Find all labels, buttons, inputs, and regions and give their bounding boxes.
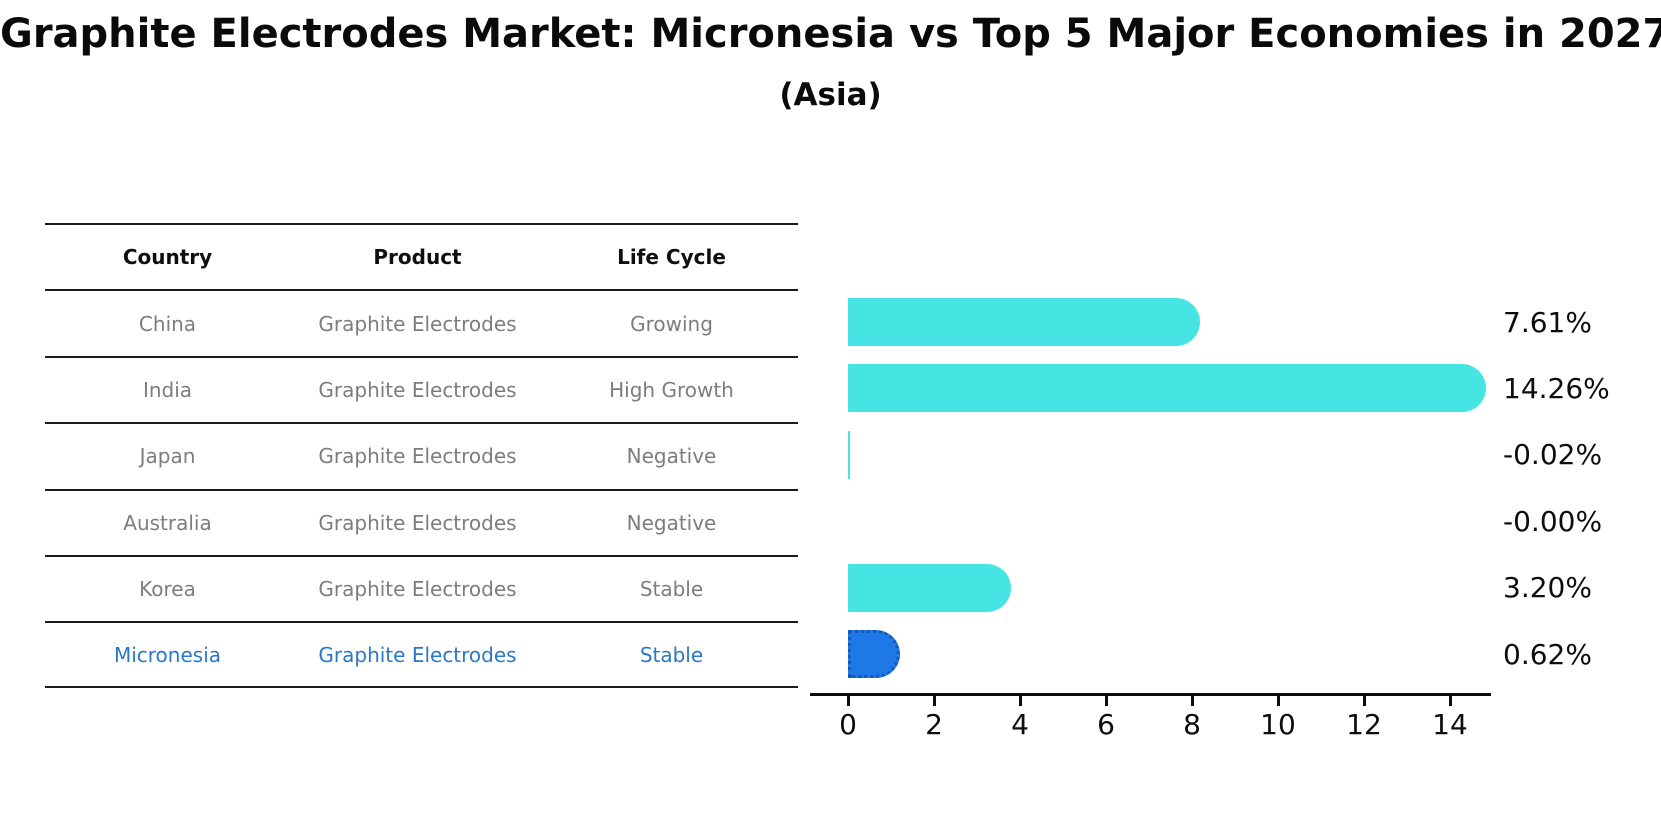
cell-country: Japan xyxy=(139,444,196,469)
tick-mark xyxy=(932,696,936,706)
cell-country: Korea xyxy=(139,577,196,602)
tick-mark xyxy=(1104,696,1108,706)
cell-life-cycle: Stable xyxy=(639,577,704,602)
bar-row-korea xyxy=(848,555,1548,621)
tick-label: 6 xyxy=(1097,708,1115,741)
x-axis-line xyxy=(810,693,1491,696)
table-row-micronesia: Micronesia Graphite Electrodes Stable xyxy=(45,621,798,688)
bar-row-japan xyxy=(848,422,1548,488)
bar-row-india xyxy=(848,355,1548,421)
tick-label: 4 xyxy=(1011,708,1029,741)
tick-label: 10 xyxy=(1260,708,1296,741)
value-label-china: 7.61% xyxy=(1503,305,1592,339)
tick-mark xyxy=(1190,696,1194,706)
column-header-product: Product xyxy=(373,245,462,270)
cell-life-cycle: Negative xyxy=(626,444,717,469)
tick-mark xyxy=(1448,696,1452,706)
tick-mark xyxy=(1018,696,1022,706)
cell-country: India xyxy=(142,377,193,402)
tick-label: 2 xyxy=(925,708,943,741)
value-label-australia: -0.00% xyxy=(1503,504,1603,538)
table-header-row: Country Product Life Cycle xyxy=(45,223,798,289)
cell-life-cycle: Stable xyxy=(639,642,704,667)
tick-label: 0 xyxy=(839,708,857,741)
tick-label: 12 xyxy=(1346,708,1382,741)
bar-value-labels: 7.61% 14.26% -0.02% -0.00% 3.20% 0.62% xyxy=(1503,289,1661,687)
tick-label: 14 xyxy=(1432,708,1468,741)
column-header-country: Country xyxy=(122,245,213,270)
cell-product: Graphite Electrodes xyxy=(318,377,517,402)
table-row-japan: Japan Graphite Electrodes Negative xyxy=(45,422,798,488)
bar-row-china xyxy=(848,289,1548,355)
bar-micronesia xyxy=(848,629,900,678)
value-label-india: 14.26% xyxy=(1503,372,1610,406)
value-label-korea: 3.20% xyxy=(1503,571,1592,605)
cell-product: Graphite Electrodes xyxy=(318,311,517,336)
table-row-korea: Korea Graphite Electrodes Stable xyxy=(45,554,798,621)
tick-mark xyxy=(1362,696,1366,706)
cell-country: Australia xyxy=(123,510,212,535)
page-subtitle: (Asia) xyxy=(779,77,882,113)
table-row-india: India Graphite Electrodes High Growth xyxy=(45,355,798,422)
cell-country: Micronesia xyxy=(113,642,222,667)
cell-product: Graphite Electrodes xyxy=(318,510,517,535)
cell-life-cycle: Negative xyxy=(626,510,717,535)
value-label-japan: -0.02% xyxy=(1503,438,1603,472)
bar-india xyxy=(848,364,1487,413)
tick-label: 8 xyxy=(1183,708,1201,741)
table-row-china: China Graphite Electrodes Growing xyxy=(45,289,798,355)
page-title: Graphite Electrodes Market: Micronesia v… xyxy=(0,11,1661,57)
cell-product: Graphite Electrodes xyxy=(318,577,517,602)
bar-row-australia xyxy=(848,488,1548,554)
bar-chart-plot-area xyxy=(848,289,1548,687)
tick-mark xyxy=(846,696,850,706)
cell-country: China xyxy=(138,311,197,336)
bar-japan xyxy=(848,430,850,479)
cell-life-cycle: Growing xyxy=(630,311,713,336)
cell-product: Graphite Electrodes xyxy=(318,444,517,469)
bar-row-micronesia xyxy=(848,621,1548,687)
tick-mark xyxy=(1276,696,1280,706)
bar-korea xyxy=(848,563,1011,612)
cell-life-cycle: High Growth xyxy=(609,377,734,402)
bar-china xyxy=(848,298,1201,346)
country-info-table: Country Product Life Cycle China Graphit… xyxy=(45,223,798,688)
value-label-micronesia: 0.62% xyxy=(1503,637,1592,671)
cell-product: Graphite Electrodes xyxy=(318,642,517,667)
column-header-life-cycle: Life Cycle xyxy=(617,245,726,270)
table-row-australia: Australia Graphite Electrodes Negative xyxy=(45,488,798,555)
